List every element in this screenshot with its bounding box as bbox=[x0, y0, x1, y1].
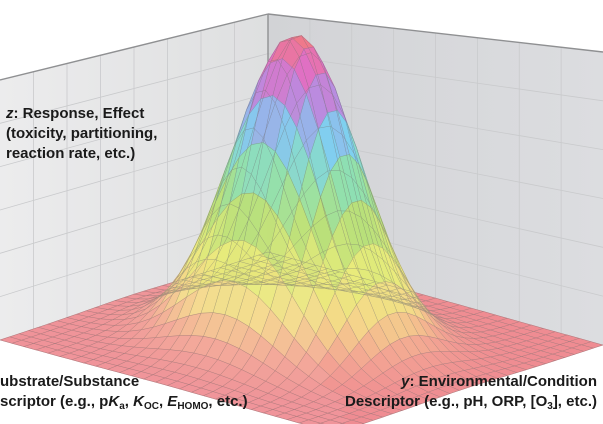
x-axis-koc-sub: OC bbox=[143, 401, 159, 412]
mesh-line bbox=[339, 341, 592, 424]
mesh-line bbox=[275, 328, 544, 417]
x-axis-line2: scriptor (e.g., pKa, KOC, EHOMO, etc.) bbox=[0, 392, 248, 417]
mesh-line bbox=[35, 261, 304, 351]
x-axis-label: ubstrate/Substance scriptor (e.g., pKa, … bbox=[0, 372, 248, 417]
mesh-line bbox=[317, 338, 580, 424]
wall-grid-line bbox=[0, 92, 269, 168]
mesh-line bbox=[107, 166, 376, 370]
y-axis-label: y: Environmental/Condition Descriptor (e… bbox=[345, 372, 597, 417]
x-axis-line1: ubstrate/Substance bbox=[0, 373, 140, 390]
x-axis-text-d: , etc.) bbox=[208, 393, 248, 410]
x-axis-sep-2: , bbox=[158, 393, 168, 410]
mesh-line bbox=[131, 90, 400, 377]
y-axis-text-b: ], etc.) bbox=[552, 393, 597, 410]
y-axis-title: : Environmental/Condition bbox=[409, 373, 598, 390]
mesh-line bbox=[251, 281, 520, 410]
mesh-line bbox=[361, 344, 603, 424]
mesh-line bbox=[287, 331, 556, 420]
y-axis-o3-sub: 3 bbox=[547, 401, 553, 412]
x-axis-pka-sub: a bbox=[119, 401, 125, 412]
z-axis-title: : Response, Effect bbox=[13, 105, 145, 122]
y-axis-text-a: Descriptor (e.g., pH, ORP, [O bbox=[344, 393, 548, 410]
mesh-line bbox=[263, 311, 532, 414]
wall-grid-line bbox=[0, 53, 269, 124]
x-axis-koc-k: K bbox=[133, 393, 144, 410]
z-axis-line2: (toxicity, partitioning, bbox=[6, 125, 158, 142]
mesh-line bbox=[47, 265, 316, 354]
mesh-line bbox=[155, 39, 424, 383]
mesh-line bbox=[215, 154, 484, 400]
mesh-line bbox=[191, 72, 460, 393]
x-axis-text-a: scriptor (e.g., p bbox=[0, 393, 109, 410]
mesh-line bbox=[299, 334, 568, 424]
surface-mesh bbox=[0, 35, 603, 424]
wall-grid-line bbox=[267, 53, 603, 102]
x-axis-pka-k: K bbox=[108, 393, 120, 410]
y-axis-var: y bbox=[401, 373, 410, 390]
x-axis-sep-1: , bbox=[124, 393, 134, 410]
x-axis-ehomo-e: E bbox=[167, 393, 178, 410]
mesh-line bbox=[119, 127, 388, 373]
mesh-line bbox=[23, 258, 292, 347]
x-axis-ehomo-sub: HOMO bbox=[177, 401, 209, 412]
mesh-line bbox=[11, 255, 281, 344]
mesh-line bbox=[227, 200, 496, 403]
mesh-line bbox=[239, 243, 508, 407]
mesh-line bbox=[0, 251, 269, 341]
z-axis-label: z: Response, Effect (toxicity, partition… bbox=[6, 104, 157, 164]
wall-grid-line bbox=[0, 132, 269, 211]
mesh-line bbox=[167, 35, 436, 386]
mesh-line bbox=[179, 46, 448, 390]
z-axis-line3: reaction rate, etc.) bbox=[6, 145, 136, 162]
z-axis-var: z bbox=[6, 105, 14, 122]
mesh-line bbox=[143, 59, 412, 380]
